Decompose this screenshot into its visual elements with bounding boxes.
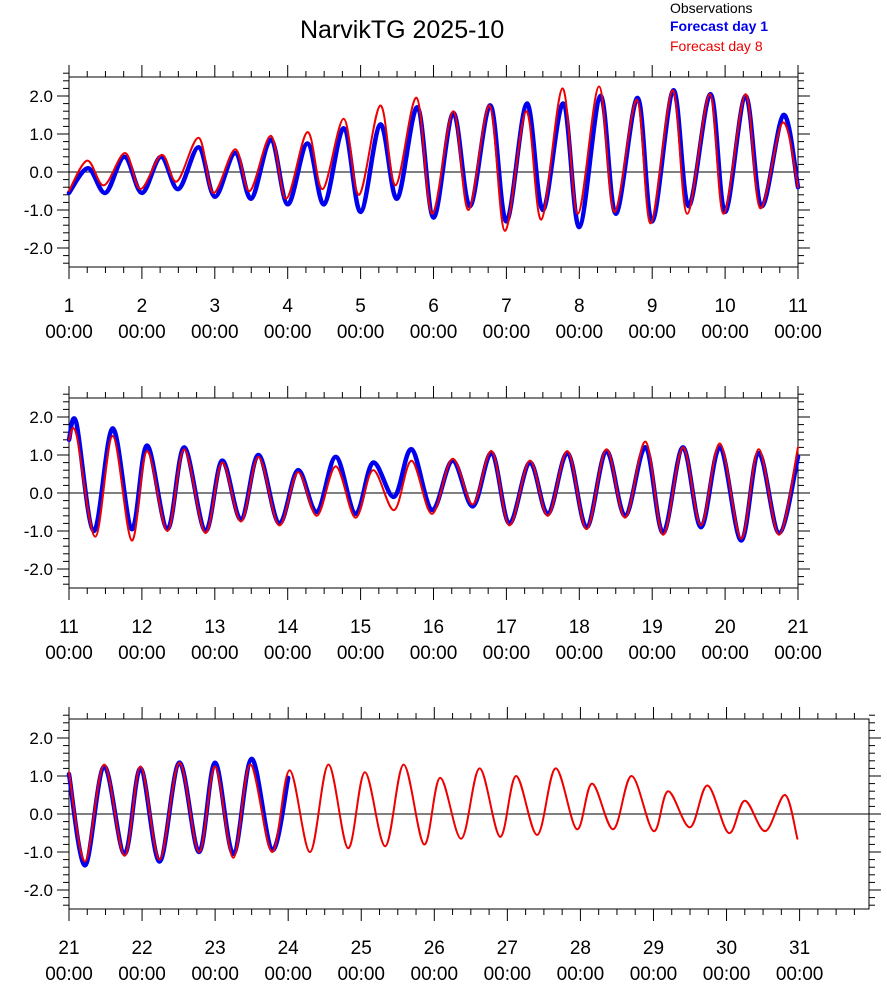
x-tick-label-day: 22	[131, 938, 152, 959]
x-tick-label-day: 13	[204, 617, 225, 638]
x-tick-label-day: 23	[205, 938, 226, 959]
x-tick-label-day: 7	[501, 296, 512, 317]
x-tick-label-time: 00:00	[483, 643, 531, 664]
x-tick-label-day: 8	[574, 296, 585, 317]
x-tick-label-day: 27	[497, 938, 518, 959]
x-tick-label-time: 00:00	[557, 964, 605, 985]
x-tick-label-day: 11	[788, 296, 808, 317]
x-tick-label-time: 00:00	[337, 964, 385, 985]
x-tick-label-time: 00:00	[191, 322, 239, 343]
y-tick-label: -1.0	[24, 843, 53, 862]
x-tick-label-time: 00:00	[701, 643, 749, 664]
x-tick-label-day: 30	[716, 938, 737, 959]
x-tick-label-day: 19	[642, 617, 663, 638]
x-tick-label-day: 11	[59, 617, 79, 638]
panel-1: -2.0 -1.0 0.0 1.0 2.0 1 00:00 2 00:00 3 00:00 4 00:0…	[24, 65, 822, 343]
x-tick-label-time: 00:00	[264, 964, 312, 985]
legend-forecast-day-1: Forecast day 1	[670, 18, 769, 34]
x-tick-label-time: 00:00	[556, 322, 604, 343]
x-tick-label-day: 6	[428, 296, 439, 317]
x-tick-label-day: 3	[210, 296, 221, 317]
panel-2: -2.0 -1.0 0.0 1.0 2.0 11 00:00 12 00:00 13 00:00 14…	[24, 386, 822, 664]
y-tick-label: 1.0	[29, 767, 53, 786]
x-tick-label-day: 18	[569, 617, 590, 638]
y-tick-label: 2.0	[29, 729, 53, 748]
y-tick-label: -2.0	[24, 560, 53, 579]
y-tick-label: -2.0	[24, 881, 53, 900]
x-tick-label-day: 25	[351, 938, 372, 959]
x-tick-label-time: 00:00	[774, 322, 822, 343]
y-tick-label: -1.0	[24, 201, 53, 220]
x-tick-label-time: 00:00	[45, 322, 93, 343]
series-forecast-day-1	[66, 88, 801, 230]
x-tick-label-time: 00:00	[118, 643, 166, 664]
x-tick-label-time: 00:00	[484, 964, 532, 985]
x-tick-label-time: 00:00	[628, 322, 676, 343]
x-tick-label-day: 17	[496, 617, 517, 638]
x-tick-label-time: 00:00	[337, 322, 385, 343]
x-tick-label-time: 00:00	[411, 964, 459, 985]
x-tick-label-time: 00:00	[701, 322, 749, 343]
x-tick-label-day: 4	[282, 296, 293, 317]
x-tick-label-time: 00:00	[483, 322, 531, 343]
series-forecast-day-8	[68, 427, 799, 542]
x-tick-label-time: 00:00	[191, 643, 239, 664]
x-tick-label-day: 14	[277, 617, 299, 638]
y-tick-label: -2.0	[24, 239, 53, 258]
y-tick-label: 2.0	[29, 408, 53, 427]
x-tick-label-day: 29	[643, 938, 664, 959]
x-tick-label-time: 00:00	[776, 964, 824, 985]
x-tick-label-day: 21	[58, 938, 79, 959]
x-tick-label-time: 00:00	[628, 643, 676, 664]
x-tick-label-day: 9	[647, 296, 658, 317]
x-tick-label-day: 16	[423, 617, 444, 638]
x-tick-label-day: 1	[64, 296, 75, 317]
x-tick-label-day: 24	[278, 938, 300, 959]
x-tick-label-time: 00:00	[703, 964, 751, 985]
legend-observations: Observations	[670, 0, 753, 16]
x-tick-label-time: 00:00	[45, 643, 93, 664]
x-tick-label-time: 00:00	[337, 643, 385, 664]
x-tick-label-time: 00:00	[264, 643, 312, 664]
x-tick-label-time: 00:00	[45, 964, 93, 985]
y-tick-label: 0.0	[29, 163, 53, 182]
y-tick-label: 0.0	[29, 484, 53, 503]
y-tick-label: 1.0	[29, 125, 53, 144]
x-tick-label-day: 28	[570, 938, 591, 959]
x-tick-label-time: 00:00	[264, 322, 312, 343]
x-tick-label-day: 12	[131, 617, 152, 638]
legend-forecast-day-8: Forecast day 8	[670, 38, 763, 54]
x-tick-label-day: 2	[137, 296, 148, 317]
x-tick-label-time: 00:00	[774, 643, 822, 664]
y-tick-label: 0.0	[29, 805, 53, 824]
x-tick-label-day: 5	[355, 296, 366, 317]
series-forecast-day-8	[68, 85, 799, 232]
x-tick-label-day: 21	[787, 617, 808, 638]
y-tick-label: 2.0	[29, 87, 53, 106]
x-tick-label-day: 20	[715, 617, 736, 638]
y-tick-label: 1.0	[29, 446, 53, 465]
chart-title: NarvikTG 2025-10	[300, 16, 505, 44]
x-tick-label-time: 00:00	[118, 964, 166, 985]
x-tick-label-day: 31	[789, 938, 810, 959]
x-tick-label-day: 10	[715, 296, 736, 317]
x-tick-label-time: 00:00	[118, 322, 166, 343]
x-tick-label-time: 00:00	[191, 964, 239, 985]
panel-3: -2.0 -1.0 0.0 1.0 2.0 21 00:00 22 00:00 23 00:00 24…	[24, 707, 881, 985]
x-tick-label-time: 00:00	[556, 643, 604, 664]
series-forecast-day-8	[68, 761, 799, 863]
x-tick-label-time: 00:00	[630, 964, 678, 985]
x-tick-label-day: 26	[424, 938, 445, 959]
series-forecast-day-1	[66, 416, 801, 543]
x-tick-label-time: 00:00	[410, 322, 458, 343]
x-tick-label-day: 15	[350, 617, 371, 638]
x-tick-label-time: 00:00	[410, 643, 458, 664]
y-tick-label: -1.0	[24, 522, 53, 541]
